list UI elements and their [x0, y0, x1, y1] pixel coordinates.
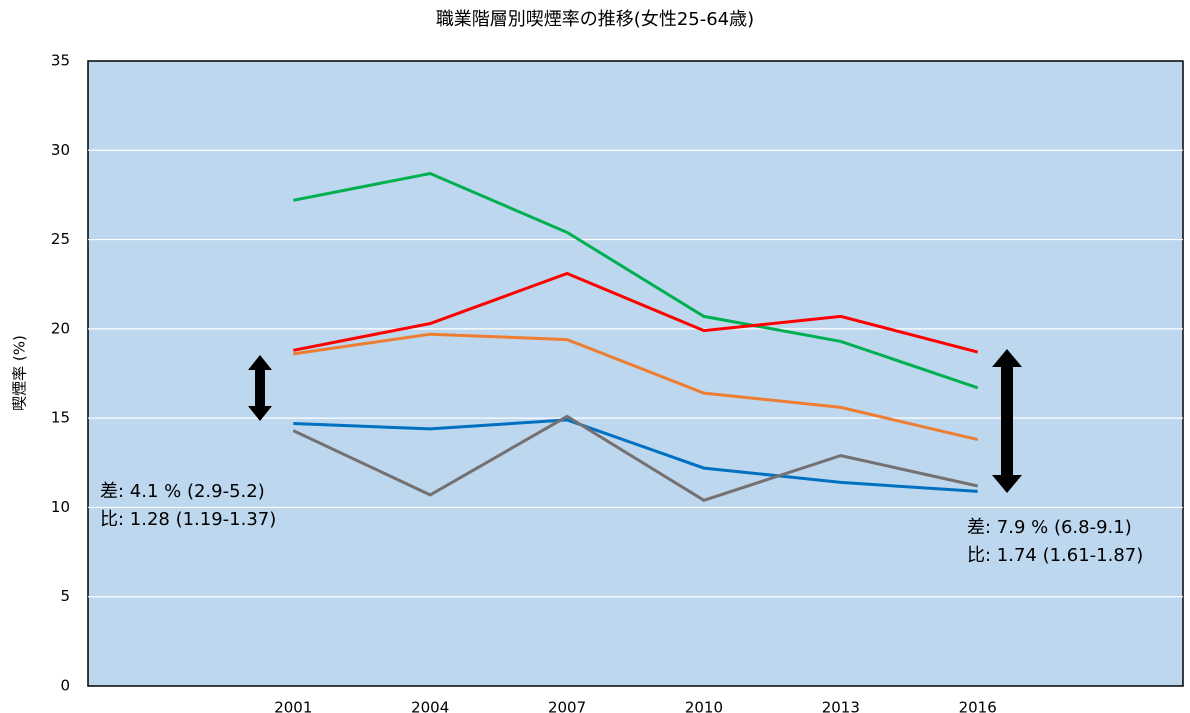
x-tick-label: 2013 — [822, 699, 860, 713]
series-line — [292, 414, 979, 502]
annotation: 比: 1.28 (1.19-1.37) — [100, 509, 276, 530]
y-tick-label: 20 — [51, 319, 70, 337]
series-line — [293, 332, 979, 442]
diff-arrow — [248, 355, 272, 421]
series-line — [293, 418, 978, 493]
annotation: 差: 4.1 % (2.9-5.2) — [100, 481, 265, 502]
y-tick-label: 25 — [51, 230, 70, 248]
y-tick-label: 10 — [51, 498, 70, 516]
x-tick-label: 2004 — [411, 699, 449, 713]
y-tick-label: 30 — [51, 141, 70, 159]
annotation: 比: 1.74 (1.61-1.87) — [967, 545, 1143, 566]
y-axis-label: 喫煙率 (%) — [11, 335, 29, 411]
x-tick-label: 2010 — [685, 699, 723, 713]
plot-area — [87, 60, 1184, 687]
x-tick-label: 2001 — [274, 699, 312, 713]
y-tick-label: 15 — [51, 409, 70, 427]
diff-arrow — [992, 349, 1022, 493]
chart-title: 職業階層別喫煙率の推移(女性25-64歳) — [436, 9, 754, 30]
y-tick-label: 35 — [51, 52, 70, 70]
y-tick-label: 0 — [60, 677, 70, 695]
plot: 0 5 10 15 20 25 30 35 2001 2004 2007 2010 2013 2016 — [51, 52, 1183, 713]
annotation: 差: 7.9 % (6.8-9.1) — [967, 517, 1132, 538]
series-line — [293, 271, 979, 354]
x-tick-label: 2007 — [548, 699, 586, 713]
y-tick-label: 5 — [60, 587, 70, 605]
series-line — [293, 171, 979, 390]
x-tick-label: 2016 — [959, 699, 997, 713]
